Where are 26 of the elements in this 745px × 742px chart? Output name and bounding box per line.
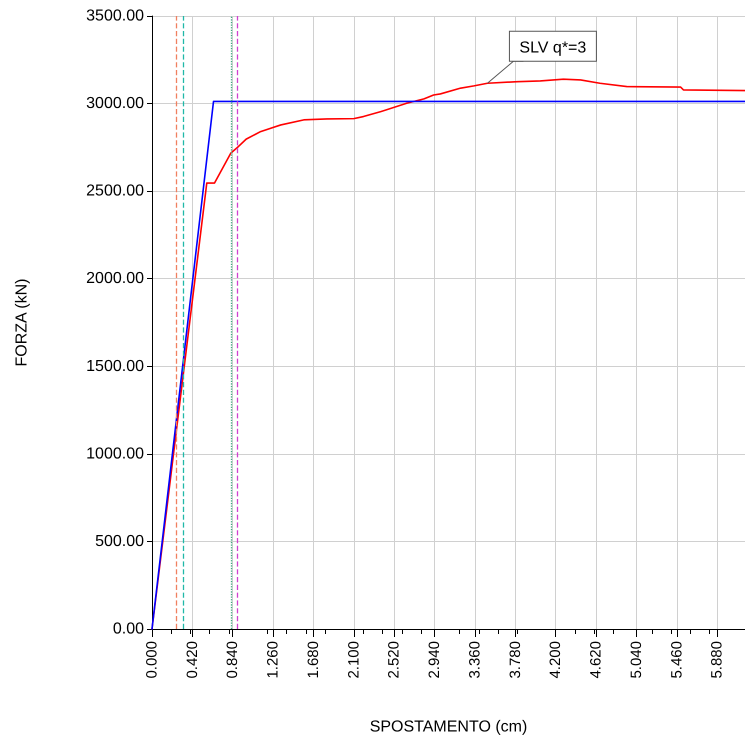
- x-tick-label: 0.420: [184, 641, 201, 679]
- y-tick-label: 3500.00: [86, 8, 144, 24]
- x-tick-label: 2.520: [386, 641, 403, 679]
- x-tick-label: 5.880: [708, 641, 726, 679]
- x-tick-label: 0.000: [144, 641, 160, 679]
- x-tick-label: 5.040: [628, 641, 645, 679]
- y-tick-label: 1000.00: [86, 445, 144, 462]
- x-tick-label: 3.360: [466, 641, 484, 679]
- y-tick-label: 2000.00: [86, 270, 144, 288]
- y-tick-label: 0.00: [112, 620, 144, 638]
- x-tick-label: 1.680: [304, 641, 322, 679]
- x-tick-label: 2.100: [345, 641, 362, 679]
- y-tick-label: 3000.00: [86, 95, 144, 112]
- x-tick-label: 3.780: [506, 641, 524, 679]
- x-tick-label: 1.260: [264, 641, 282, 679]
- y-axis-title: FORZA (kN): [14, 278, 30, 366]
- x-axis-title: SPOSTAMENTO (cm): [370, 718, 528, 736]
- x-tick-label: 5.460: [668, 641, 686, 679]
- annotation: SLV q*=3: [519, 39, 586, 56]
- x-tick-label: 4.620: [588, 641, 605, 679]
- y-tick-label: 500.00: [95, 532, 144, 550]
- x-tick-label: 2.940: [426, 641, 444, 679]
- x-tick-label: 4.200: [547, 641, 564, 679]
- x-tick-label: 0.840: [224, 641, 242, 679]
- y-tick-label: 2500.00: [86, 182, 144, 200]
- y-tick-label: 1500.00: [86, 358, 144, 375]
